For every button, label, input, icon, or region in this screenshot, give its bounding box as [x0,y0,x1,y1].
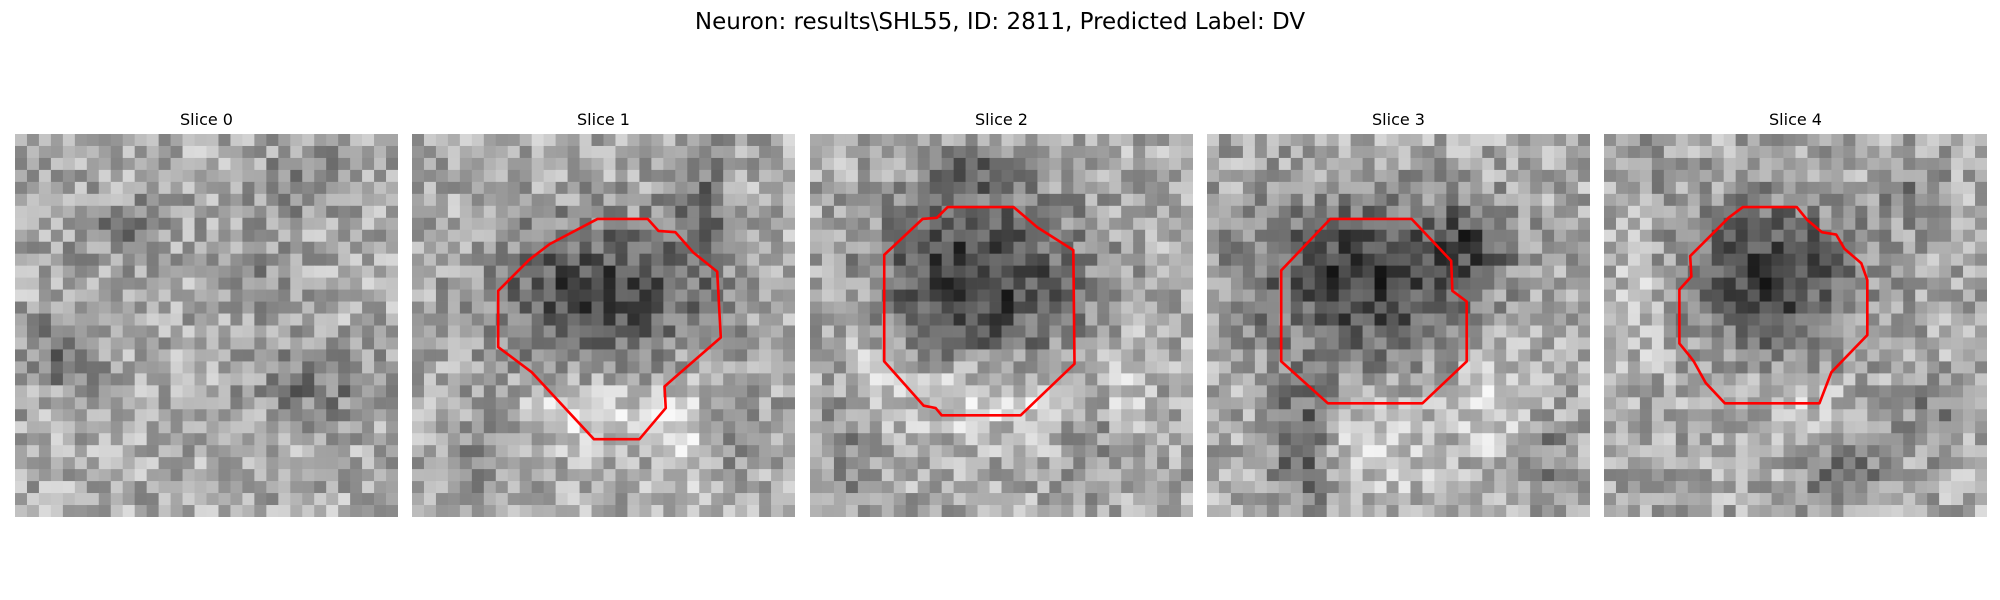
neuron-contour [1678,205,1869,405]
slice-panel-4: Slice 4 [1604,108,1987,517]
slice-image [15,134,398,517]
slice-title: Slice 0 [180,110,233,129]
slice-image [810,134,1193,517]
slice-title: Slice 4 [1769,110,1822,129]
slice-panel-3: Slice 3 [1207,108,1590,517]
slice-image [1604,134,1987,517]
slice-panel-2: Slice 2 [810,108,1193,517]
neuron-contour [496,217,723,441]
slice-image [1207,134,1590,517]
neuron-contour [1279,217,1469,405]
slice-panel-1: Slice 1 [412,108,795,517]
slice-title: Slice 2 [975,110,1028,129]
slice-title: Slice 1 [577,110,630,129]
slice-image [412,134,795,517]
figure-title: Neuron: results\SHL55, ID: 2811, Predict… [694,9,1306,35]
neuron-contour [882,205,1076,417]
slice-panel-0: Slice 0 [15,108,398,517]
slice-title: Slice 3 [1372,110,1425,129]
